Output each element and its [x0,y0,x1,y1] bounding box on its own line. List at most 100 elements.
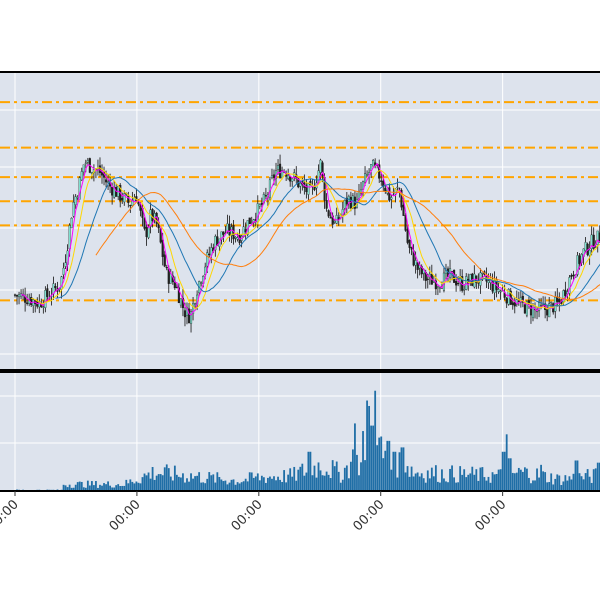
volume-bar [556,474,559,491]
price-plot-background [0,72,600,370]
candle-body [287,174,290,179]
candle-body [325,200,328,209]
volume-bar [517,467,520,491]
volume-bar [151,467,154,491]
volume-bar [598,462,600,491]
volume-bar [167,468,170,491]
volume-bar [109,485,112,491]
volume-bar [364,460,366,491]
volume-bar [289,468,292,491]
candle-body [228,224,231,236]
volume-bar [349,461,352,491]
volume-bar [538,477,540,491]
volume-bar [273,476,275,491]
volume-bar [153,479,156,491]
volume-bar [175,474,178,491]
volume-bar [72,487,75,491]
candle-body [426,278,429,280]
candle-body [463,289,466,291]
volume-bar [596,462,599,491]
volume-bar [491,472,494,491]
volume-bar [281,481,283,491]
volume-bar [74,484,77,491]
volume-bar [66,487,69,491]
candle-body [538,302,541,311]
volume-bar [321,475,324,491]
candle-body [26,302,29,304]
volume-bar [260,475,263,491]
volume-bar [111,487,114,491]
candle-body [497,289,500,292]
volume-bar [250,472,253,491]
candle-body [15,295,19,297]
moving-average-line [31,167,600,310]
volume-bar [248,472,251,491]
volume-bar [226,484,229,491]
candle-body [187,308,191,324]
candle-body [192,303,195,314]
moving-average-line [95,188,600,301]
volume-bar [568,476,571,491]
volume-bar [430,467,433,491]
volume-bar [230,479,233,491]
volume-bar [88,485,91,491]
candle-body [151,209,154,221]
volume-bar [580,476,583,491]
candle-body [74,196,77,205]
candle-body [457,283,460,285]
volume-panel [0,371,600,492]
volume-bar [485,480,488,491]
volume-bar [323,475,326,491]
volume-bar [149,478,152,491]
volume-bar [562,481,565,491]
volume-bar [360,462,362,491]
volume-bar [271,478,273,491]
candle-body [258,204,261,207]
x-tick-label: 00:00 [0,497,22,534]
volume-bar [165,464,168,491]
volume-bar [343,467,346,491]
candle-body [525,301,528,316]
candle-body [398,188,401,190]
candle-body [183,310,187,318]
candle-body [416,262,419,270]
volume-bar [574,460,577,491]
volume-bar [208,472,211,491]
candle-body [420,266,423,275]
candle-body [548,303,551,318]
candle-body [236,237,239,240]
volume-bar [439,482,441,491]
candle-body [438,287,441,289]
volume-bar [548,482,551,491]
volume-bar [588,476,591,491]
candle-body [111,186,114,196]
volume-bar [487,476,490,491]
volume-bar [493,474,496,491]
volume-bar [469,473,472,491]
volume-bar [426,470,429,491]
candle-body [70,217,73,229]
volume-bar [287,474,290,491]
candle-body [517,300,520,302]
volume-bar [76,482,79,491]
candle-body [511,302,514,306]
volume-bar [242,481,245,491]
candle-body [206,252,209,267]
volume-bar [90,481,93,491]
volume-bar [277,476,279,491]
volume-bar [240,482,243,491]
volume-bar [570,479,573,491]
volume-bar [341,479,344,491]
volume-bar [394,451,397,491]
candle-body [584,242,587,251]
candle-body [177,287,180,304]
volume-bar [519,469,522,491]
candle-body [313,186,316,191]
volume-bar [161,475,164,491]
candle-body [572,274,575,277]
volume-bar [293,466,296,491]
volume-bar [180,477,182,491]
volume-bar [530,483,532,491]
volume-bar [400,447,403,491]
volume-bar [173,465,176,491]
